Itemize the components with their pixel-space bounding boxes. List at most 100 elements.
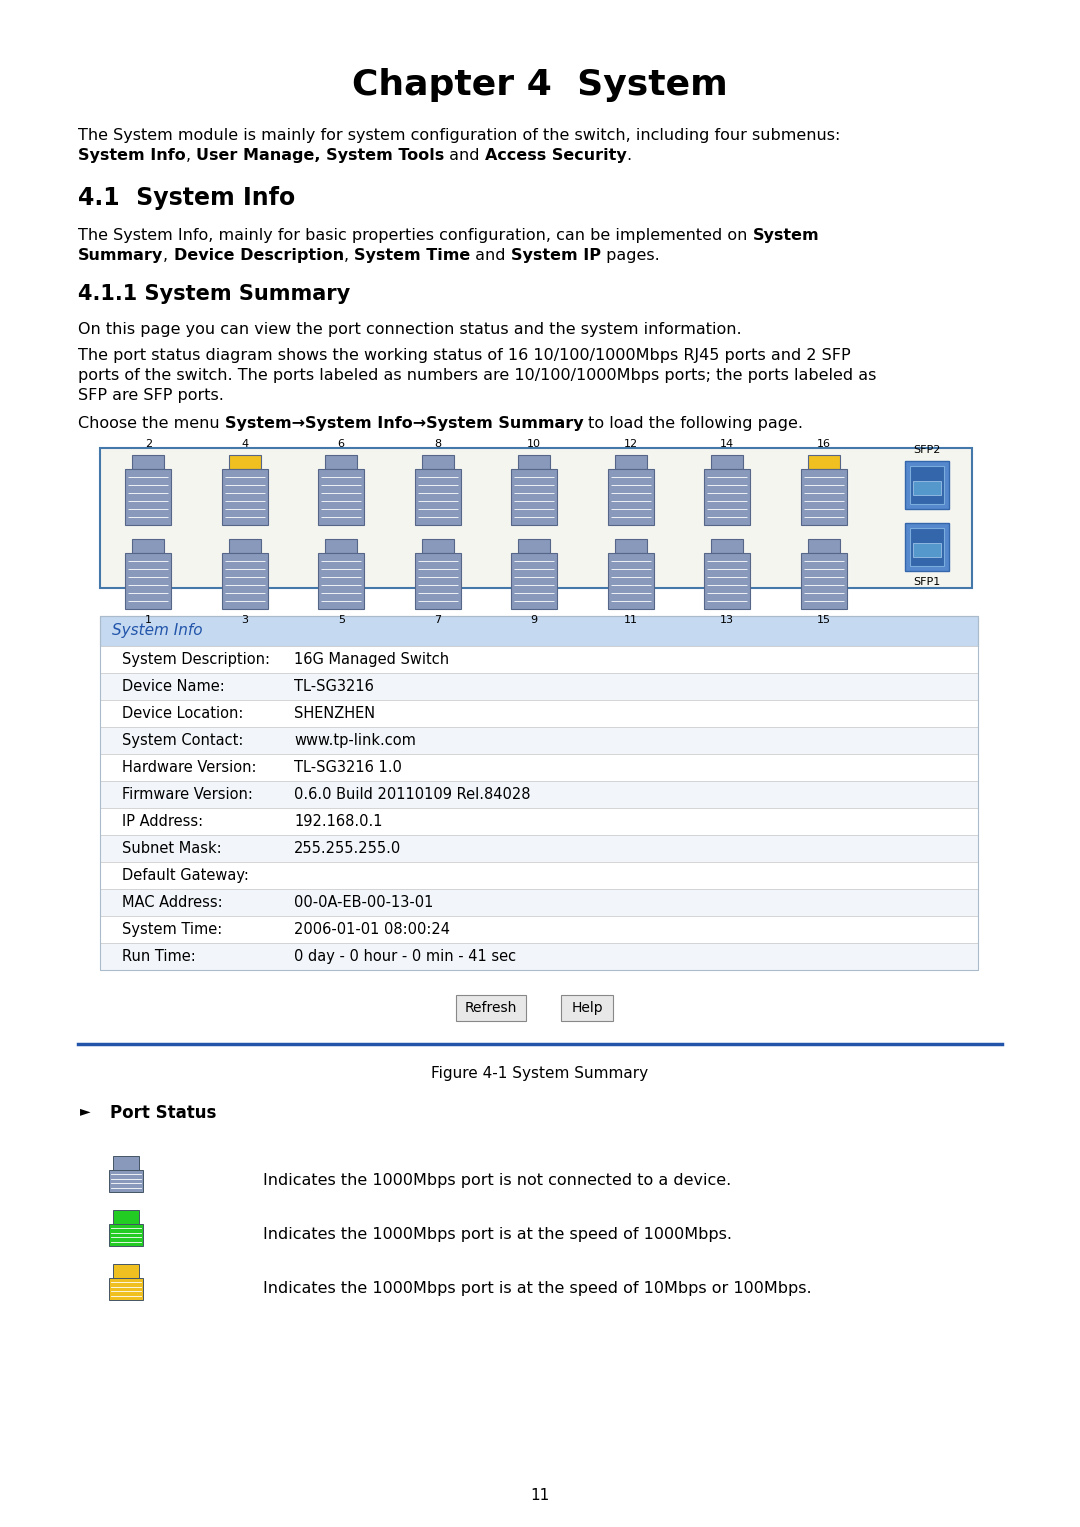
Text: ►: ►: [80, 1104, 91, 1118]
Text: 15: 15: [816, 615, 831, 625]
Bar: [109, 1225, 143, 1246]
Text: System Info: System Info: [78, 148, 186, 163]
Bar: [100, 673, 978, 699]
Bar: [132, 539, 164, 553]
Text: System Description:: System Description:: [122, 652, 270, 667]
Text: .: .: [626, 148, 632, 163]
Text: ,: ,: [343, 247, 354, 263]
Bar: [100, 835, 978, 863]
Bar: [229, 455, 261, 469]
Text: 11: 11: [624, 615, 638, 625]
Text: 0 day - 0 hour - 0 min - 41 sec: 0 day - 0 hour - 0 min - 41 sec: [294, 948, 516, 964]
Text: Chapter 4  System: Chapter 4 System: [352, 69, 728, 102]
Bar: [608, 553, 653, 609]
Bar: [100, 808, 978, 835]
Text: TL-SG3216 1.0: TL-SG3216 1.0: [294, 760, 402, 776]
Bar: [109, 1278, 143, 1299]
Text: to load the following page.: to load the following page.: [583, 415, 804, 431]
Text: 10: 10: [527, 438, 541, 449]
Text: Hardware Version:: Hardware Version:: [122, 760, 256, 776]
FancyBboxPatch shape: [561, 996, 613, 1022]
Bar: [808, 539, 840, 553]
Bar: [113, 1209, 139, 1225]
Text: 16G Managed Switch: 16G Managed Switch: [294, 652, 449, 667]
Text: System Contact:: System Contact:: [122, 733, 243, 748]
Bar: [221, 469, 268, 525]
Text: Port Status: Port Status: [110, 1104, 216, 1122]
Bar: [325, 455, 357, 469]
Text: 0.6.0 Build 20110109 Rel.84028: 0.6.0 Build 20110109 Rel.84028: [294, 786, 530, 802]
Text: Figure 4-1 System Summary: Figure 4-1 System Summary: [431, 1066, 649, 1081]
Text: 3: 3: [241, 615, 248, 625]
Bar: [518, 455, 551, 469]
Text: MAC Address:: MAC Address:: [122, 895, 222, 910]
Bar: [511, 469, 557, 525]
Text: Indicates the 1000Mbps port is at the speed of 10Mbps or 100Mbps.: Indicates the 1000Mbps port is at the sp…: [264, 1281, 812, 1296]
Text: Run Time:: Run Time:: [122, 948, 195, 964]
Bar: [511, 553, 557, 609]
Text: Device Location:: Device Location:: [122, 705, 243, 721]
Bar: [910, 528, 944, 567]
Bar: [132, 455, 164, 469]
Text: The System Info, mainly for basic properties configuration, can be implemented o: The System Info, mainly for basic proper…: [78, 228, 753, 243]
Text: Indicates the 1000Mbps port is at the speed of 1000Mbps.: Indicates the 1000Mbps port is at the sp…: [264, 1228, 732, 1243]
Bar: [125, 469, 172, 525]
Text: 8: 8: [434, 438, 442, 449]
Bar: [109, 1170, 143, 1193]
Bar: [905, 524, 949, 571]
Text: and: and: [444, 148, 485, 163]
Text: SFP are SFP ports.: SFP are SFP ports.: [78, 388, 224, 403]
Bar: [100, 699, 978, 727]
Text: 13: 13: [720, 615, 734, 625]
Text: IP Address:: IP Address:: [122, 814, 203, 829]
Bar: [711, 539, 743, 553]
Text: Firmware Version:: Firmware Version:: [122, 786, 253, 802]
Bar: [100, 863, 978, 889]
Text: System Time:: System Time:: [122, 922, 221, 938]
Text: Help: Help: [571, 1002, 603, 1015]
Bar: [100, 916, 978, 944]
Text: 4: 4: [241, 438, 248, 449]
Text: System→System Info→System Summary: System→System Info→System Summary: [225, 415, 583, 431]
Text: 6: 6: [338, 438, 345, 449]
Bar: [711, 455, 743, 469]
Bar: [100, 754, 978, 780]
Text: Refresh: Refresh: [464, 1002, 517, 1015]
Text: The port status diagram shows the working status of 16 10/100/1000Mbps RJ45 port: The port status diagram shows the workin…: [78, 348, 851, 363]
Text: 255.255.255.0: 255.255.255.0: [294, 841, 402, 857]
Bar: [913, 481, 941, 495]
Bar: [319, 469, 364, 525]
Text: 11: 11: [530, 1487, 550, 1503]
Bar: [518, 539, 551, 553]
Text: 9: 9: [530, 615, 538, 625]
Text: 16: 16: [816, 438, 831, 449]
Text: 2006-01-01 08:00:24: 2006-01-01 08:00:24: [294, 922, 450, 938]
Text: User Manage, System Tools: User Manage, System Tools: [195, 148, 444, 163]
Text: 5: 5: [338, 615, 345, 625]
Bar: [100, 646, 978, 673]
Text: 12: 12: [623, 438, 638, 449]
Text: pages.: pages.: [600, 247, 660, 263]
Text: Subnet Mask:: Subnet Mask:: [122, 841, 221, 857]
Text: On this page you can view the port connection status and the system information.: On this page you can view the port conne…: [78, 322, 742, 337]
Text: ports of the switch. The ports labeled as numbers are 10/100/1000Mbps ports; the: ports of the switch. The ports labeled a…: [78, 368, 876, 383]
Bar: [229, 539, 261, 553]
Text: 7: 7: [434, 615, 442, 625]
Text: Default Gateway:: Default Gateway:: [122, 867, 248, 883]
Bar: [421, 539, 454, 553]
Text: 4.1.1 System Summary: 4.1.1 System Summary: [78, 284, 350, 304]
Bar: [415, 469, 461, 525]
Bar: [100, 615, 978, 970]
Bar: [415, 553, 461, 609]
Bar: [800, 469, 847, 525]
Text: Choose the menu: Choose the menu: [78, 415, 225, 431]
Bar: [910, 466, 944, 504]
Text: System: System: [753, 228, 819, 243]
Bar: [913, 544, 941, 557]
Text: and: and: [470, 247, 511, 263]
Text: 2: 2: [145, 438, 152, 449]
Bar: [800, 553, 847, 609]
Bar: [113, 1264, 139, 1278]
Text: SHENZHEN: SHENZHEN: [294, 705, 375, 721]
Bar: [100, 727, 978, 754]
